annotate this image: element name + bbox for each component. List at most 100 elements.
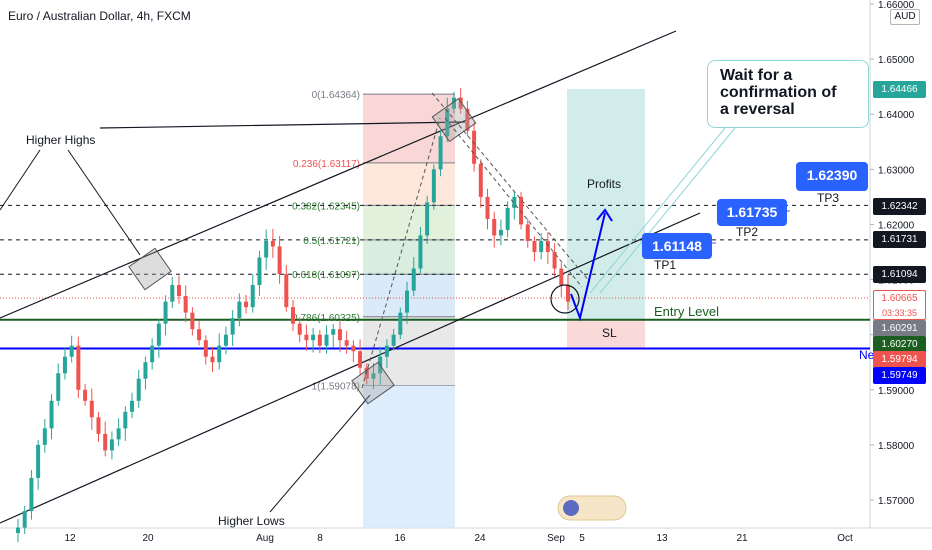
higher-highs-pointer-left xyxy=(0,149,41,211)
x-tick-label: 24 xyxy=(474,533,486,544)
candle-body xyxy=(519,196,524,225)
candle-body xyxy=(344,340,349,346)
y-tick-label: 1.62000 xyxy=(878,220,915,231)
trend-dashed-1 xyxy=(431,92,591,283)
x-tick-label: Oct xyxy=(837,533,853,544)
candle-body xyxy=(257,257,262,286)
profit-zone xyxy=(567,89,645,319)
candle-body xyxy=(170,285,175,302)
trend-dashed-2 xyxy=(444,117,583,288)
stop-loss-zone xyxy=(567,319,645,348)
candle-body xyxy=(69,345,74,357)
higher-highs-pointer-right xyxy=(67,149,141,256)
entry-circle xyxy=(550,284,580,314)
x-tick-label: 8 xyxy=(317,533,323,544)
y-tick-label: 1.59000 xyxy=(878,386,915,397)
candle-body xyxy=(150,345,155,363)
candle-body xyxy=(123,411,128,429)
fib-level-label: 0.618(1.61097) xyxy=(292,270,360,281)
chart-title: Euro / Australian Dollar, 4h, FXCM xyxy=(8,9,191,23)
price-tag-7: 1.59794 xyxy=(873,351,926,368)
sl-label: SL xyxy=(602,326,617,340)
higher-lows-pointer xyxy=(269,394,371,513)
y-tick-label: 1.63000 xyxy=(878,165,915,176)
x-tick-label: Sep xyxy=(547,533,565,544)
candle-body xyxy=(304,334,309,341)
higher-lows-label: Higher Lows xyxy=(218,514,285,528)
callout-line-2: confirmation of xyxy=(720,84,837,101)
candle-body xyxy=(143,362,148,379)
candle-body xyxy=(42,428,47,445)
candle-body xyxy=(76,345,81,390)
fib-extension-zone xyxy=(363,385,455,528)
candle-body xyxy=(411,268,416,291)
ne-label: Ne xyxy=(859,348,875,362)
candle-body xyxy=(351,345,356,352)
candle-body xyxy=(445,108,450,137)
x-tick-label: 16 xyxy=(394,533,406,544)
candle-body xyxy=(83,389,88,401)
fib-level-label: 0.382(1.62345) xyxy=(292,201,360,212)
candle-body xyxy=(291,307,295,324)
x-tick-label: Aug xyxy=(256,533,274,544)
higher-highs-line xyxy=(99,121,466,129)
fib-level-label: 0(1.64364) xyxy=(312,90,360,101)
price-tag-6: 1.60270 xyxy=(873,336,926,353)
pivot-box-top xyxy=(431,97,477,143)
candle-body xyxy=(472,130,477,164)
candle-body xyxy=(512,196,517,208)
candle-body xyxy=(223,334,228,346)
current-price-value: 1.60665 xyxy=(881,293,918,304)
candle-body xyxy=(525,224,530,241)
higher-highs-label: Higher Highs xyxy=(26,133,96,147)
candle-body xyxy=(539,240,544,252)
trend-dashed-3 xyxy=(361,117,441,389)
candle-body xyxy=(244,301,249,308)
fib-level-label: 0.786(1.60325) xyxy=(292,313,360,324)
candle-body xyxy=(492,218,497,236)
fib-zone xyxy=(363,205,455,240)
currency-badge: AUD xyxy=(890,9,920,25)
candle-body xyxy=(559,268,564,286)
tp2-box[interactable]: 1.61735 xyxy=(717,199,787,226)
candle-body xyxy=(163,301,168,324)
x-tick-label: 20 xyxy=(142,533,154,544)
candle-body xyxy=(418,235,423,269)
price-tag-4: 1.61094 xyxy=(873,266,926,283)
tp3-box[interactable]: 1.62390 xyxy=(796,162,868,191)
x-tick-label: 12 xyxy=(64,533,76,544)
candle-body xyxy=(337,329,342,341)
candle-body xyxy=(277,246,282,275)
price-tag-2: 1.62342 xyxy=(873,198,926,215)
price-tag-8: 1.59749 xyxy=(873,367,926,384)
fib-zone xyxy=(363,239,455,275)
pivot-box-bottom xyxy=(351,361,395,405)
candle-body xyxy=(405,290,410,313)
price-tag-1: 1.64466 xyxy=(873,81,926,98)
candle-body xyxy=(203,340,208,357)
candle-body xyxy=(103,433,108,451)
callout-pointer-1 xyxy=(589,127,726,294)
candle-body xyxy=(29,477,34,512)
candle-body xyxy=(176,285,181,297)
profits-label: Profits xyxy=(587,177,622,191)
tp2-label: TP2 xyxy=(736,225,759,239)
candle-body xyxy=(130,400,135,412)
candle-body xyxy=(250,285,255,308)
tp1-box[interactable]: 1.61148 xyxy=(642,233,712,259)
pivot-box-left xyxy=(128,247,172,291)
candle-body xyxy=(270,240,275,247)
reversal-callout[interactable]: Wait for a confirmation of a reversal xyxy=(707,60,869,128)
candle-body xyxy=(56,373,61,401)
candle-body xyxy=(431,169,436,203)
replay-badge-icon xyxy=(563,500,579,516)
candle-body xyxy=(458,97,463,109)
candle-body xyxy=(49,400,54,429)
candle-body xyxy=(384,345,389,357)
candle-body xyxy=(331,329,336,335)
candle-body xyxy=(16,527,20,534)
tp1-label: TP1 xyxy=(654,258,677,272)
candle-body xyxy=(96,417,101,434)
candle-body xyxy=(36,444,41,478)
